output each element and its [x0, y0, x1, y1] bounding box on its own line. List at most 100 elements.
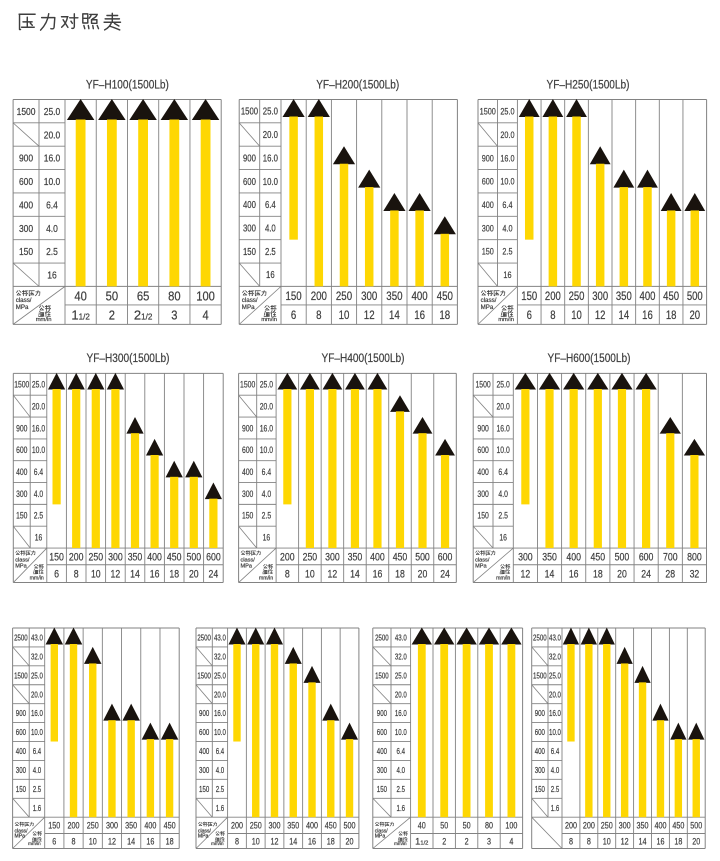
svg-text:3: 3	[487, 836, 491, 846]
svg-text:1.6: 1.6	[551, 803, 560, 813]
svg-text:2.5: 2.5	[216, 784, 225, 794]
svg-text:class/: class/	[242, 297, 258, 304]
svg-text:43.0: 43.0	[395, 633, 407, 643]
svg-text:6: 6	[291, 310, 296, 322]
svg-text:YF–H300(1500Lb): YF–H300(1500Lb)	[87, 351, 170, 365]
svg-text:16: 16	[503, 269, 511, 280]
svg-text:2: 2	[109, 307, 115, 322]
svg-text:300: 300	[199, 765, 209, 775]
svg-text:12: 12	[621, 836, 629, 846]
svg-text:20: 20	[346, 836, 354, 846]
svg-text:100: 100	[505, 821, 517, 831]
svg-text:10: 10	[91, 569, 101, 581]
svg-text:900: 900	[477, 423, 488, 434]
svg-text:14: 14	[127, 836, 135, 846]
svg-text:mm/in: mm/in	[36, 317, 52, 323]
svg-text:350: 350	[287, 821, 299, 831]
svg-text:18: 18	[395, 569, 405, 581]
svg-text:18: 18	[666, 310, 677, 322]
svg-text:400: 400	[19, 199, 33, 211]
svg-text:500: 500	[615, 551, 630, 563]
svg-text:4.0: 4.0	[46, 223, 58, 235]
svg-text:400: 400	[370, 551, 385, 563]
svg-text:900: 900	[377, 708, 387, 718]
svg-text:6.4: 6.4	[46, 199, 58, 211]
svg-text:12: 12	[595, 310, 606, 322]
svg-text:300: 300	[325, 551, 340, 563]
svg-text:350: 350	[542, 551, 557, 563]
svg-text:10: 10	[89, 836, 97, 846]
svg-text:14: 14	[619, 310, 630, 322]
svg-text:3: 3	[171, 307, 177, 322]
svg-text:32.0: 32.0	[31, 651, 43, 661]
svg-text:600: 600	[206, 551, 221, 563]
svg-text:11/2: 11/2	[71, 307, 90, 322]
svg-text:16.0: 16.0	[497, 423, 510, 434]
svg-text:10: 10	[305, 569, 315, 581]
svg-text:1500: 1500	[480, 106, 496, 117]
svg-text:20.0: 20.0	[549, 689, 561, 699]
svg-text:20: 20	[617, 569, 627, 581]
svg-text:14: 14	[389, 310, 400, 322]
svg-text:1500: 1500	[14, 670, 28, 680]
svg-text:25.0: 25.0	[500, 106, 514, 117]
svg-text:MPa: MPa	[241, 563, 253, 569]
svg-text:mm/in: mm/in	[496, 576, 510, 582]
svg-text:600: 600	[477, 445, 488, 456]
svg-text:18: 18	[593, 569, 603, 581]
svg-text:300: 300	[361, 291, 377, 303]
svg-text:900: 900	[199, 708, 209, 718]
svg-text:8: 8	[72, 836, 76, 846]
svg-text:MPa: MPa	[475, 563, 487, 569]
svg-text:6.4: 6.4	[34, 466, 43, 477]
svg-text:150: 150	[286, 291, 302, 303]
svg-text:350: 350	[128, 551, 143, 563]
svg-text:16.0: 16.0	[395, 708, 407, 718]
svg-text:20: 20	[689, 310, 700, 322]
svg-text:400: 400	[199, 746, 209, 756]
svg-text:2: 2	[465, 836, 469, 846]
svg-text:16: 16	[150, 569, 160, 581]
svg-text:900: 900	[243, 153, 256, 164]
svg-text:class/: class/	[241, 558, 256, 564]
svg-text:16: 16	[414, 310, 425, 322]
svg-text:class/: class/	[375, 829, 389, 835]
svg-text:16.0: 16.0	[263, 153, 279, 164]
svg-text:20.0: 20.0	[31, 689, 43, 699]
svg-text:250: 250	[601, 821, 613, 831]
svg-text:400: 400	[412, 291, 428, 303]
svg-text:150: 150	[482, 246, 494, 257]
svg-text:300: 300	[19, 223, 33, 235]
svg-text:class/: class/	[15, 558, 30, 564]
svg-text:300: 300	[592, 291, 608, 303]
svg-text:2.5: 2.5	[498, 511, 508, 522]
svg-text:200: 200	[69, 551, 84, 563]
svg-text:300: 300	[477, 489, 488, 500]
svg-text:mm/in: mm/in	[28, 841, 41, 846]
svg-text:16: 16	[263, 533, 271, 544]
svg-text:14: 14	[289, 836, 297, 846]
svg-text:25.0: 25.0	[263, 107, 279, 118]
svg-text:100: 100	[196, 288, 215, 303]
svg-text:2.5: 2.5	[34, 510, 43, 521]
svg-text:200: 200	[583, 821, 595, 831]
svg-text:mm/in: mm/in	[261, 317, 277, 323]
svg-text:800: 800	[687, 551, 702, 563]
svg-text:300: 300	[535, 765, 545, 775]
svg-text:20.0: 20.0	[32, 401, 45, 412]
svg-text:8: 8	[550, 310, 555, 322]
svg-text:4.0: 4.0	[502, 222, 512, 233]
svg-text:450: 450	[325, 821, 337, 831]
svg-text:43.0: 43.0	[214, 633, 226, 643]
svg-text:150: 150	[521, 291, 537, 303]
svg-text:6.4: 6.4	[551, 746, 560, 756]
svg-text:MPa: MPa	[15, 563, 27, 569]
svg-text:400: 400	[306, 821, 318, 831]
svg-text:class/: class/	[198, 829, 212, 835]
svg-text:43.0: 43.0	[31, 633, 43, 643]
svg-text:400: 400	[144, 821, 156, 831]
svg-text:250: 250	[87, 821, 99, 831]
svg-text:4: 4	[509, 836, 513, 846]
svg-text:200: 200	[280, 551, 295, 563]
svg-text:300: 300	[619, 821, 631, 831]
